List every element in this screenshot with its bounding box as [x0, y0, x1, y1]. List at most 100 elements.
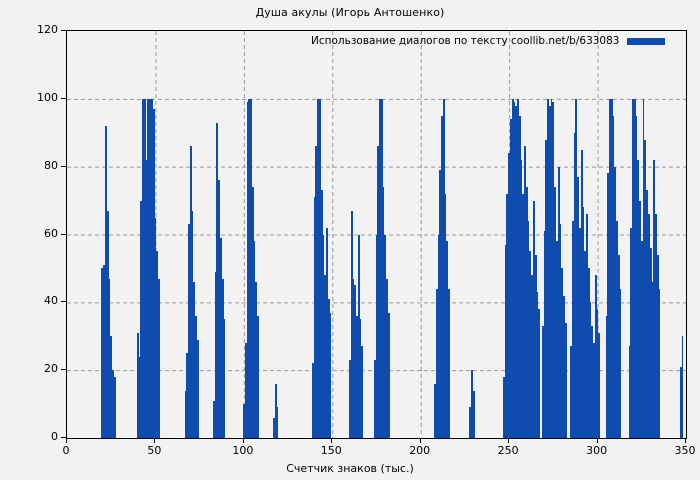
bar [511, 98, 514, 438]
bar [350, 210, 353, 438]
bar [329, 312, 332, 438]
bar [216, 122, 219, 438]
legend-label: Использование диалогов по тексту coollib… [311, 35, 620, 47]
bar [518, 115, 521, 438]
bar [640, 241, 643, 438]
bar [633, 98, 636, 438]
bar [538, 309, 541, 438]
x-tick-label: 250 [497, 444, 519, 457]
bar [149, 98, 151, 438]
bar [635, 115, 638, 438]
bar [510, 119, 512, 438]
bar [441, 115, 443, 438]
page-title: Душа акулы (Игорь Антошенко) [255, 6, 445, 19]
bar [561, 268, 564, 438]
bar [591, 326, 594, 438]
bar [105, 125, 107, 438]
bar [582, 207, 585, 438]
bar [359, 319, 362, 438]
bar [651, 281, 654, 438]
x-tick-mark [154, 438, 156, 443]
bar [433, 383, 436, 438]
bar [315, 146, 318, 438]
bar [221, 278, 224, 438]
bar [110, 336, 113, 438]
bar [184, 390, 187, 438]
bar [322, 234, 325, 438]
bar [373, 360, 376, 438]
bar [248, 98, 251, 438]
bar [610, 98, 613, 438]
bar [276, 407, 279, 438]
bar [386, 278, 388, 438]
bar [357, 234, 360, 438]
bar [556, 241, 558, 438]
y-tick-label: 0 [51, 430, 58, 443]
bar [274, 383, 277, 438]
bar [587, 268, 590, 438]
bar [609, 98, 611, 438]
bar [472, 390, 475, 438]
bar [145, 159, 148, 438]
bar [619, 288, 622, 438]
bar [193, 281, 196, 438]
bar [529, 251, 532, 438]
bar [612, 115, 615, 438]
bar [156, 251, 159, 438]
bar [255, 281, 258, 438]
bar [679, 366, 682, 438]
bar [108, 278, 111, 438]
bar [593, 343, 595, 438]
x-tick-label: 350 [674, 444, 696, 457]
bar [577, 176, 579, 438]
bar [594, 275, 597, 438]
bar [143, 98, 146, 438]
bar [658, 288, 661, 438]
bar [584, 251, 587, 438]
y-tick-mark [61, 301, 66, 303]
bar [448, 288, 450, 438]
bar [656, 254, 659, 438]
y-tick-label: 120 [37, 23, 58, 36]
bar [361, 346, 364, 438]
bar [437, 234, 440, 438]
x-tick-mark [242, 438, 244, 443]
bar [186, 353, 189, 438]
bar [113, 376, 116, 438]
bar [191, 210, 194, 438]
bar [605, 315, 608, 438]
bar [250, 98, 252, 438]
bar [628, 346, 631, 438]
y-tick-label: 40 [44, 294, 58, 308]
y-tick-mark [61, 165, 66, 167]
bar [356, 315, 358, 438]
bar [681, 336, 684, 438]
bar [639, 200, 641, 438]
bar [570, 346, 572, 438]
bar [442, 98, 445, 438]
legend: Использование диалогов по тексту coollib… [311, 33, 666, 49]
bar [564, 322, 567, 438]
y-tick-mark [61, 30, 66, 31]
bar [444, 193, 447, 438]
y-tick-mark [61, 233, 66, 235]
bar [377, 146, 380, 438]
bar [554, 187, 556, 438]
bar [552, 102, 555, 438]
bar [586, 214, 588, 438]
bar [112, 370, 114, 438]
bar [637, 159, 640, 438]
y-tick-mark [61, 97, 66, 99]
x-tick-mark [66, 438, 67, 443]
bar [196, 339, 199, 438]
bar [471, 370, 473, 438]
bar [522, 193, 525, 438]
bar [311, 363, 314, 438]
bar [136, 332, 139, 438]
bar [469, 407, 472, 438]
bar [188, 224, 190, 438]
bar [531, 275, 534, 438]
bar [384, 234, 387, 438]
bar [354, 285, 357, 438]
bar [579, 227, 581, 438]
